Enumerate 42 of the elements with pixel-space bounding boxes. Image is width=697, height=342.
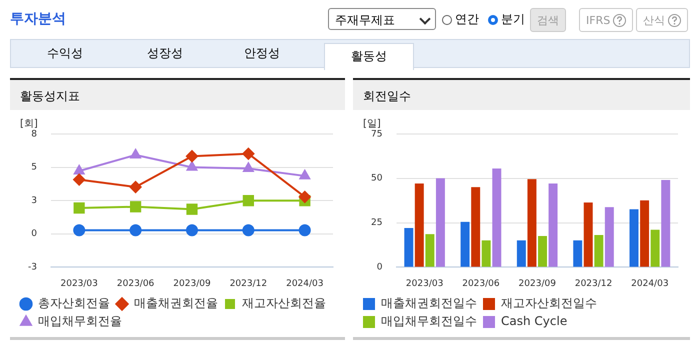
text: 주재무제표 <box>328 8 436 30</box>
x-tick-label: 2023/09 <box>173 278 211 289</box>
x-tick-label: 2023/12 <box>574 278 612 289</box>
text: 연간 <box>454 11 479 28</box>
x-tick-label: 2024/03 <box>286 278 324 289</box>
text: 안정성 <box>243 45 281 62</box>
text: 검색 <box>530 8 566 32</box>
text: 투자분석 <box>10 10 66 28</box>
y-tick-label: 75 <box>371 129 382 140</box>
y-tick-label: 25 <box>371 218 382 228</box>
y-tick-label: -3 <box>28 262 37 273</box>
x-tick-label: 2023/03 <box>60 278 98 289</box>
x-tick-label: 2023/03 <box>406 278 444 289</box>
text: 분기 <box>500 11 525 28</box>
y-axis-title: [일] <box>363 118 381 130</box>
legend-label: Cash Cycle <box>501 314 568 328</box>
y-tick-label: 3 <box>31 196 37 206</box>
y-tick-label: 0 <box>376 262 383 273</box>
legend-label: 매출채권회전일수 <box>381 296 477 310</box>
legend-label: 매입채무회전일수 <box>381 314 477 328</box>
y-axis-title: [회] <box>20 118 38 130</box>
legend-label: 매출채권회전율 <box>134 296 218 310</box>
legend-label: 매입채무회전율 <box>38 314 122 328</box>
y-tick-label: 8 <box>31 129 38 140</box>
legend-label: 재고자산회전율 <box>242 296 326 310</box>
x-tick-label: 2023/12 <box>230 278 268 289</box>
text: IFRS <box>579 8 634 32</box>
y-tick-label: 0 <box>31 229 38 240</box>
text: 산식 <box>636 8 688 32</box>
x-tick-label: 2024/03 <box>631 278 669 289</box>
x-tick-label: 2023/06 <box>116 278 155 289</box>
legend-label: 재고자산회전일수 <box>501 296 597 310</box>
chart-title: 회전일수 <box>353 80 690 110</box>
y-tick-label: 5 <box>31 162 37 173</box>
x-tick-label: 2023/06 <box>462 278 500 289</box>
text: 성장성 <box>146 45 184 62</box>
y-tick-label: 50 <box>371 174 383 184</box>
text: 활동성 <box>324 43 414 70</box>
text: 수익성 <box>46 45 84 62</box>
legend-label: 총자산회전율 <box>38 296 110 310</box>
chart-title: 활동성지표 <box>10 80 345 110</box>
x-tick-label: 2023/09 <box>518 278 556 289</box>
